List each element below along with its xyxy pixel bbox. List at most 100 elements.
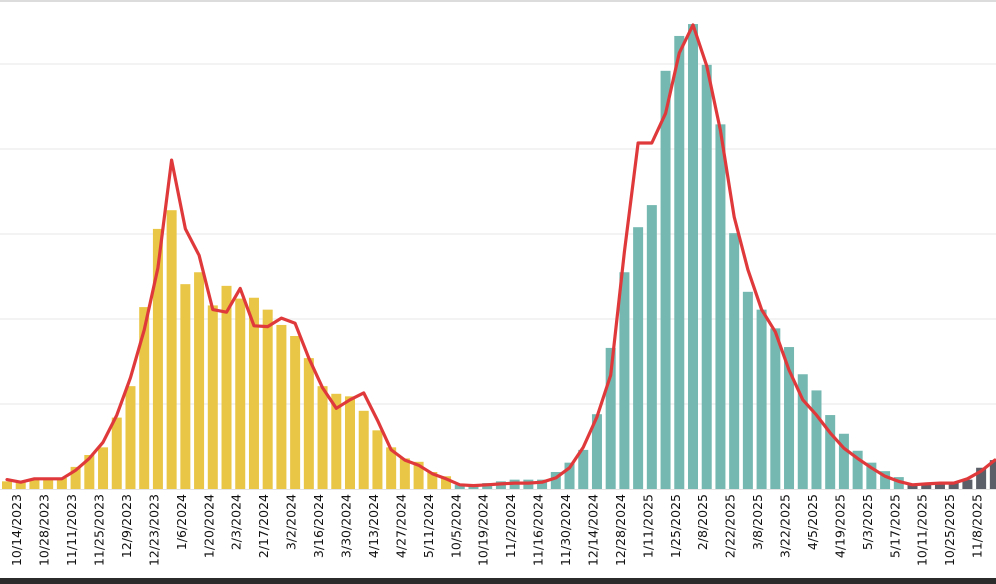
bar[interactable] xyxy=(619,272,630,489)
bar[interactable] xyxy=(976,467,987,489)
bar[interactable] xyxy=(729,233,740,489)
bar[interactable] xyxy=(29,479,40,489)
bar[interactable] xyxy=(180,284,191,489)
bar[interactable] xyxy=(784,347,795,489)
bar[interactable] xyxy=(70,466,81,489)
bar[interactable] xyxy=(893,477,904,489)
bar[interactable] xyxy=(838,433,849,489)
bar[interactable] xyxy=(633,227,644,489)
x-tick-label: 11/11/2023 xyxy=(64,494,79,566)
bar[interactable] xyxy=(152,228,163,489)
bar[interactable] xyxy=(2,481,12,489)
bar[interactable] xyxy=(262,309,273,489)
x-tick-label: 12/28/2024 xyxy=(613,494,628,566)
bar[interactable] xyxy=(125,386,136,489)
bar[interactable] xyxy=(660,70,671,490)
bar[interactable] xyxy=(248,297,259,489)
bar[interactable] xyxy=(84,455,95,489)
x-tick-label: 2/3/2024 xyxy=(229,494,244,550)
bars xyxy=(2,24,996,490)
x-tick-label: 11/25/2023 xyxy=(92,494,107,566)
bar[interactable] xyxy=(372,430,383,489)
x-tick-label: 10/25/2025 xyxy=(942,494,957,566)
bar[interactable] xyxy=(194,272,205,489)
x-tick-label: 1/11/2025 xyxy=(640,494,655,558)
x-axis-tick-labels: 10/14/2023 10/28/2023 11/11/2023 11/25/2023… xyxy=(9,494,984,566)
bar[interactable] xyxy=(866,462,877,489)
x-tick-label: 11/30/2024 xyxy=(558,494,573,566)
bar[interactable] xyxy=(852,450,863,489)
bar[interactable] xyxy=(756,309,767,489)
bar[interactable] xyxy=(317,386,328,489)
x-tick-label: 3/2/2024 xyxy=(284,494,299,550)
x-tick-label: 10/11/2025 xyxy=(915,494,930,566)
bar[interactable] xyxy=(811,390,822,489)
bar[interactable] xyxy=(15,482,26,489)
bar[interactable] xyxy=(358,410,369,489)
bar[interactable] xyxy=(921,483,932,489)
bar[interactable] xyxy=(825,415,836,489)
x-tick-label: 2/22/2025 xyxy=(723,494,738,558)
x-tick-label: 10/28/2023 xyxy=(37,494,52,566)
x-tick-label: 3/16/2024 xyxy=(311,494,326,558)
bar[interactable] xyxy=(98,447,109,489)
bar[interactable] xyxy=(591,414,602,489)
bar[interactable] xyxy=(207,305,218,489)
bar[interactable] xyxy=(770,328,781,489)
x-tick-label: 1/20/2024 xyxy=(201,494,216,558)
bar[interactable] xyxy=(948,482,959,489)
bar[interactable] xyxy=(43,479,54,489)
bar[interactable] xyxy=(646,205,657,489)
bar[interactable] xyxy=(111,417,122,489)
bar[interactable] xyxy=(276,324,287,489)
bar[interactable] xyxy=(715,124,726,489)
bar[interactable] xyxy=(290,336,301,489)
x-tick-label: 11/8/2025 xyxy=(970,494,985,558)
bar[interactable] xyxy=(605,347,616,489)
x-tick-label: 2/17/2024 xyxy=(256,494,271,558)
x-tick-label: 11/16/2024 xyxy=(531,494,546,566)
x-tick-label: 1/25/2025 xyxy=(668,494,683,558)
x-tick-label: 4/19/2025 xyxy=(832,494,847,558)
x-tick-label: 12/14/2024 xyxy=(585,494,600,566)
bar[interactable] xyxy=(166,210,177,489)
bar[interactable] xyxy=(413,461,424,489)
bar[interactable] xyxy=(688,24,698,490)
bar[interactable] xyxy=(235,298,246,489)
bar[interactable] xyxy=(303,358,314,489)
bar[interactable] xyxy=(962,479,973,489)
bar[interactable] xyxy=(427,472,438,489)
bar[interactable] xyxy=(441,476,452,489)
bar[interactable] xyxy=(564,462,575,489)
bar[interactable] xyxy=(880,471,891,489)
bar[interactable] xyxy=(399,458,410,489)
x-tick-label: 5/17/2025 xyxy=(887,494,902,558)
bar[interactable] xyxy=(797,374,808,489)
x-tick-label: 3/8/2025 xyxy=(750,494,765,550)
bar[interactable] xyxy=(454,484,465,489)
chart-top-border xyxy=(0,0,996,2)
bar[interactable] xyxy=(989,460,996,489)
bar[interactable] xyxy=(742,291,753,489)
bar[interactable] xyxy=(221,285,232,489)
x-tick-label: 3/30/2024 xyxy=(339,494,354,558)
bar[interactable] xyxy=(345,396,355,489)
x-tick-label: 4/13/2024 xyxy=(366,494,381,558)
x-tick-label: 5/11/2024 xyxy=(421,494,436,558)
bar[interactable] xyxy=(537,479,548,489)
bar[interactable] xyxy=(56,477,67,489)
bar[interactable] xyxy=(386,447,397,489)
bar[interactable] xyxy=(550,472,561,489)
x-tick-label: 1/6/2024 xyxy=(174,494,189,550)
gridlines xyxy=(0,63,996,490)
bar[interactable] xyxy=(331,393,342,489)
bar[interactable] xyxy=(578,449,589,489)
bar[interactable] xyxy=(674,35,685,489)
bar[interactable] xyxy=(701,64,712,489)
x-tick-label: 11/2/2024 xyxy=(503,494,518,558)
x-tick-label: 4/27/2024 xyxy=(393,494,408,558)
x-tick-label: 2/8/2025 xyxy=(695,494,710,550)
bar[interactable] xyxy=(934,483,945,489)
bar[interactable] xyxy=(139,307,150,489)
bar[interactable] xyxy=(907,484,918,489)
